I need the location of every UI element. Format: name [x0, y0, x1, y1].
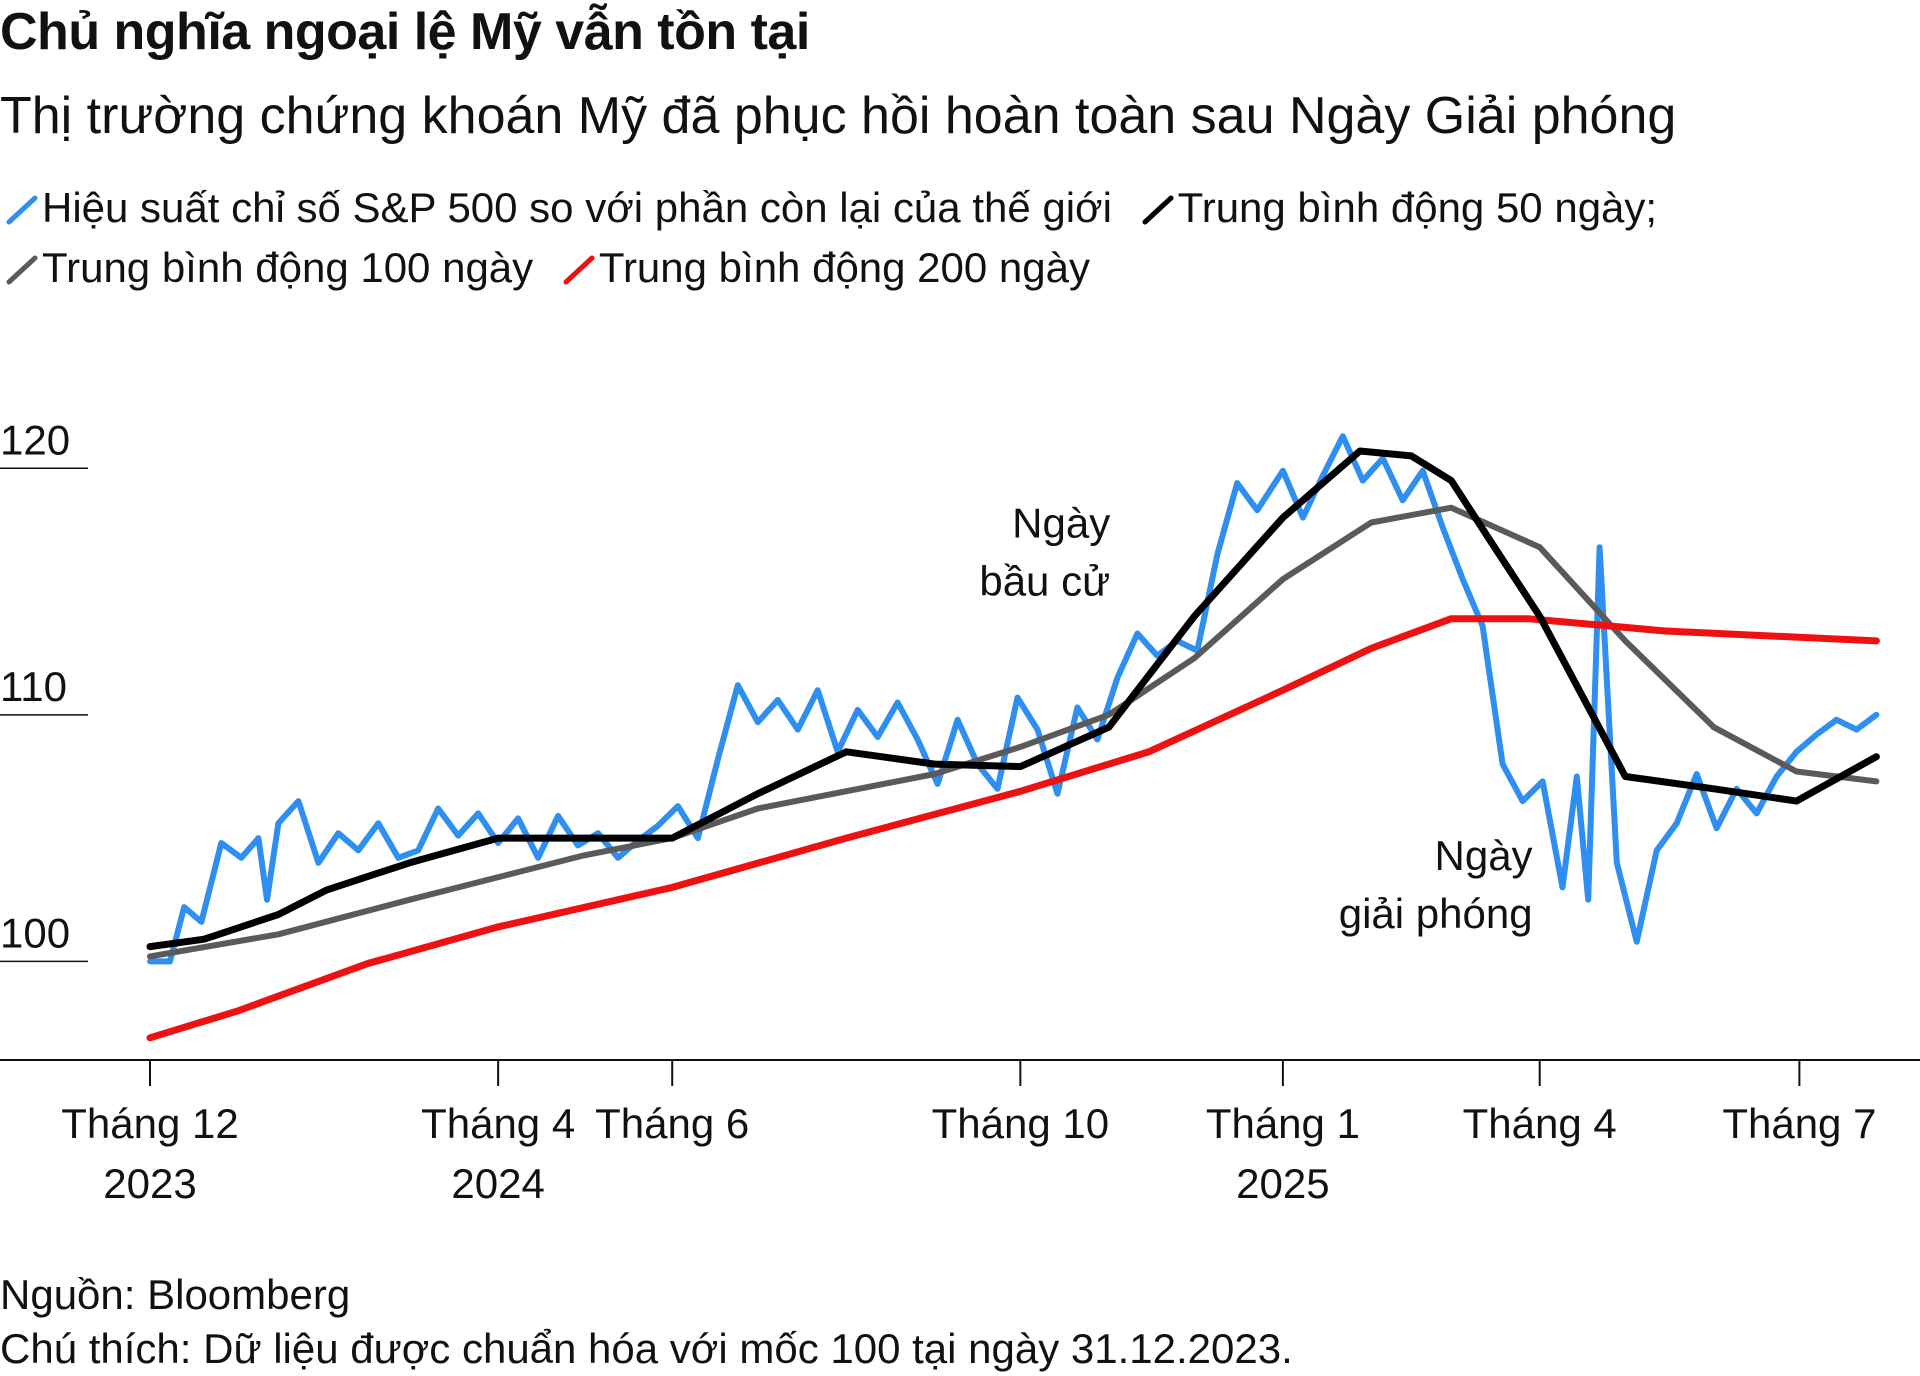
page-title: Chủ nghĩa ngoại lệ Mỹ vẫn tồn tại — [0, 3, 810, 61]
page-subtitle: Thị trường chứng khoán Mỹ đã phục hồi ho… — [0, 87, 1677, 145]
x-tick-label-0: Tháng 12 — [61, 1100, 238, 1147]
annotation-1-line-1: giải phóng — [1339, 890, 1533, 937]
legend-swatch-ma50 — [1142, 195, 1174, 225]
legend-item-ma100: Trung bình động 100 ngày — [6, 238, 533, 298]
series-line-sp500 — [147, 433, 1880, 965]
data-note: Chú thích: Dữ liệu được chuẩn hóa với mố… — [0, 1325, 1293, 1372]
legend-item-ma200: Trung bình động 200 ngày — [563, 238, 1090, 298]
x-tick-label-2: Tháng 6 — [595, 1100, 749, 1147]
legend-label-sp500: Hiệu suất chỉ số S&P 500 so với phần còn… — [42, 184, 1112, 231]
x-tick-year-1: 2024 — [451, 1160, 544, 1207]
y-tick-label-120: 120 — [0, 416, 70, 463]
legend-swatch-ma200 — [563, 255, 595, 285]
y-tick-label-100: 100 — [0, 909, 70, 956]
x-tick-label-4: Tháng 1 — [1206, 1100, 1360, 1147]
legend-swatch-sp500 — [6, 195, 38, 225]
x-tick-label-5: Tháng 4 — [1463, 1100, 1617, 1147]
legend-item-sp500: Hiệu suất chỉ số S&P 500 so với phần còn… — [6, 178, 1112, 238]
series-line-ma50 — [146, 447, 1880, 951]
legend-item-ma50: Trung bình động 50 ngày; — [1142, 178, 1657, 238]
annotation-0-line-0: Ngày — [1012, 499, 1110, 546]
x-tick-label-6: Tháng 7 — [1722, 1100, 1876, 1147]
y-tick-label-110: 110 — [0, 663, 67, 710]
legend-label-ma50: Trung bình động 50 ngày; — [1177, 184, 1658, 231]
x-tick-label-3: Tháng 10 — [932, 1100, 1109, 1147]
legend: Hiệu suất chỉ số S&P 500 so với phần còn… — [6, 178, 1906, 298]
source-note: Nguồn: Bloomberg — [0, 1271, 351, 1318]
x-tick-year-4: 2025 — [1236, 1160, 1329, 1207]
x-tick-label-1: Tháng 4 — [421, 1100, 575, 1147]
annotation-1-line-0: Ngày — [1435, 832, 1533, 879]
legend-label-ma100: Trung bình động 100 ngày — [42, 244, 534, 291]
series-line-ma200 — [146, 615, 1880, 1042]
chart-footer: Nguồn: Bloomberg Chú thích: Dữ liệu được… — [0, 1268, 1293, 1376]
series-line-ma100 — [147, 504, 1880, 960]
annotation-0-line-1: bầu cử — [979, 557, 1110, 604]
x-tick-year-0: 2023 — [103, 1160, 196, 1207]
legend-swatch-ma100 — [6, 255, 38, 285]
legend-label-ma200: Trung bình động 200 ngày — [598, 244, 1091, 291]
